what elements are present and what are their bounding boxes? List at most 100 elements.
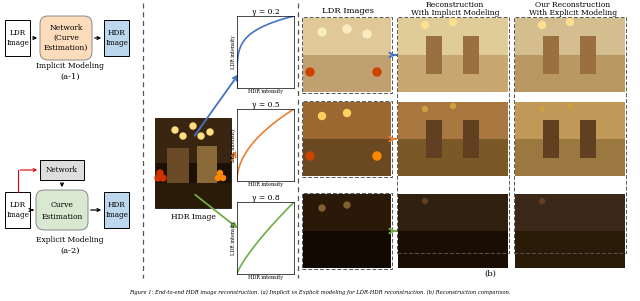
Text: Explicit Modeling: Explicit Modeling <box>36 236 104 244</box>
FancyBboxPatch shape <box>40 16 92 60</box>
Text: (a-1): (a-1) <box>60 73 80 81</box>
Circle shape <box>422 21 429 29</box>
Text: Network: Network <box>46 166 78 174</box>
Text: Reconstruction: Reconstruction <box>426 1 484 9</box>
Text: γ = 0.5: γ = 0.5 <box>252 101 280 109</box>
Text: Network: Network <box>49 24 83 32</box>
Bar <box>515 102 625 139</box>
Circle shape <box>422 107 428 111</box>
Bar <box>514 17 626 253</box>
Circle shape <box>306 152 314 160</box>
Text: Image: Image <box>6 39 29 47</box>
Bar <box>543 36 559 74</box>
Circle shape <box>207 129 213 135</box>
Text: Curve: Curve <box>51 201 74 209</box>
Circle shape <box>343 25 351 33</box>
Circle shape <box>180 133 186 139</box>
Text: (a-2): (a-2) <box>60 247 80 255</box>
Circle shape <box>319 113 326 119</box>
Bar <box>302 101 392 177</box>
Circle shape <box>157 170 163 176</box>
Bar <box>426 120 442 158</box>
Bar <box>398 194 508 231</box>
Bar <box>302 17 392 93</box>
Bar <box>397 17 509 253</box>
Circle shape <box>449 18 456 26</box>
Circle shape <box>373 152 381 160</box>
Bar <box>155 118 231 208</box>
Bar <box>398 102 508 139</box>
Bar <box>155 118 231 163</box>
Circle shape <box>306 68 314 76</box>
Circle shape <box>451 104 456 108</box>
Bar <box>580 120 596 158</box>
Text: Image: Image <box>105 39 128 47</box>
Circle shape <box>568 104 573 108</box>
Bar <box>303 102 391 176</box>
Bar <box>398 194 508 268</box>
Y-axis label: LDR intensity: LDR intensity <box>230 35 236 69</box>
Bar <box>543 120 559 158</box>
Circle shape <box>172 127 178 133</box>
Bar <box>463 120 479 158</box>
Bar <box>398 102 508 176</box>
Text: γ = 0.2: γ = 0.2 <box>252 8 280 16</box>
Bar <box>197 146 217 193</box>
Text: HDR Image: HDR Image <box>171 213 216 221</box>
Text: With Implicit Modeling: With Implicit Modeling <box>411 9 499 17</box>
Bar <box>167 148 189 193</box>
Text: Image: Image <box>105 211 128 219</box>
Bar <box>515 18 625 55</box>
Text: With Explicit Modeling: With Explicit Modeling <box>529 9 617 17</box>
Circle shape <box>218 170 223 175</box>
Circle shape <box>198 133 204 139</box>
Circle shape <box>216 175 221 181</box>
Bar <box>398 18 508 92</box>
Bar <box>40 160 84 180</box>
Circle shape <box>344 110 351 116</box>
Bar <box>303 18 391 92</box>
Text: γ = 0.8: γ = 0.8 <box>252 194 280 202</box>
Circle shape <box>538 21 545 29</box>
Y-axis label: LDR intensity: LDR intensity <box>230 128 236 162</box>
Circle shape <box>344 202 350 208</box>
Bar <box>515 102 625 176</box>
Y-axis label: LDR intensity: LDR intensity <box>230 221 236 255</box>
Circle shape <box>373 68 381 76</box>
Circle shape <box>540 198 545 203</box>
Bar <box>303 102 391 139</box>
Text: Estimation: Estimation <box>42 213 83 221</box>
Text: Figure 1: End-to-end HDR image reconstruction. (a) Implicit vs Explicit modeling: Figure 1: End-to-end HDR image reconstru… <box>129 289 511 295</box>
Text: (Curve: (Curve <box>53 34 79 42</box>
Text: Estimation): Estimation) <box>44 44 88 52</box>
Circle shape <box>422 198 428 203</box>
Circle shape <box>540 107 545 111</box>
Text: HDR: HDR <box>108 29 125 37</box>
Bar <box>515 18 625 92</box>
Bar <box>303 194 391 268</box>
Bar <box>515 194 625 268</box>
Text: (b): (b) <box>484 270 496 278</box>
Bar <box>302 193 392 269</box>
Bar <box>104 192 129 228</box>
X-axis label: HDR intensity: HDR intensity <box>248 89 283 95</box>
Circle shape <box>363 30 371 38</box>
Bar <box>155 183 231 208</box>
Circle shape <box>155 175 161 181</box>
Circle shape <box>319 205 325 211</box>
Text: Image: Image <box>6 211 29 219</box>
Text: Implicit Modeling: Implicit Modeling <box>36 62 104 70</box>
Text: LDR: LDR <box>10 201 26 209</box>
Bar <box>104 20 129 56</box>
Circle shape <box>318 28 326 36</box>
Bar <box>5 192 30 228</box>
Bar <box>303 194 391 231</box>
Bar <box>515 194 625 231</box>
Bar <box>398 18 508 55</box>
Text: LDR: LDR <box>10 29 26 37</box>
Text: HDR: HDR <box>108 201 125 209</box>
X-axis label: HDR intensity: HDR intensity <box>248 182 283 188</box>
Circle shape <box>190 123 196 129</box>
Circle shape <box>221 175 225 181</box>
Bar <box>5 20 30 56</box>
